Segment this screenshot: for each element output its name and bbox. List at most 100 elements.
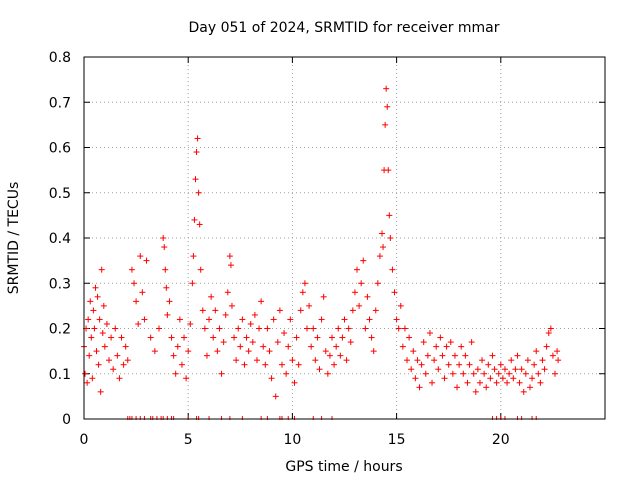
data-point [214, 348, 221, 355]
data-point [196, 221, 203, 228]
data-point [95, 361, 102, 368]
data-point [293, 334, 300, 341]
data-point [447, 339, 454, 346]
data-point [487, 375, 494, 382]
data-point [460, 370, 467, 377]
data-point [92, 284, 99, 291]
data-point [185, 348, 192, 355]
data-point [354, 266, 361, 273]
data-point [520, 388, 527, 395]
data-point [443, 343, 450, 350]
data-point [110, 366, 117, 373]
data-point [190, 253, 197, 260]
data-point [445, 361, 452, 368]
data-point [249, 339, 256, 346]
data-point [406, 334, 413, 341]
data-point [328, 334, 335, 341]
y-tick-label: 0.8 [49, 50, 71, 66]
data-point [362, 325, 369, 332]
data-point [91, 325, 98, 332]
x-tick-label: 20 [492, 432, 510, 448]
data-point [370, 348, 377, 355]
data-point [393, 316, 400, 323]
data-point [212, 307, 219, 314]
data-point [264, 325, 271, 332]
data-point [418, 361, 425, 368]
data-point [82, 370, 89, 377]
data-point [272, 393, 279, 400]
data-point [372, 307, 379, 314]
data-point [468, 339, 475, 346]
data-point [162, 266, 169, 273]
data-point [194, 135, 201, 142]
y-tick-label: 0.4 [49, 231, 71, 247]
data-point [531, 361, 538, 368]
data-point [389, 266, 396, 273]
data-point [120, 361, 127, 368]
data-point [308, 343, 315, 350]
data-point [114, 352, 121, 359]
data-point [397, 302, 404, 309]
data-point [143, 257, 150, 264]
data-point [462, 352, 469, 359]
data-point [231, 334, 238, 341]
data-point [424, 352, 431, 359]
data-point [404, 357, 411, 364]
data-point [314, 334, 321, 341]
data-point [98, 266, 105, 273]
data-point [137, 253, 144, 260]
data-point [539, 357, 546, 364]
data-point [331, 361, 338, 368]
x-tick-label: 0 [80, 432, 89, 448]
data-point [160, 235, 167, 241]
data-point [193, 149, 200, 156]
data-point [131, 280, 138, 287]
data-point [358, 280, 365, 287]
data-point [481, 370, 488, 377]
data-point [514, 352, 521, 359]
data-point [414, 357, 421, 364]
data-point [343, 357, 350, 364]
data-point [164, 311, 171, 318]
data-point [516, 379, 523, 386]
data-points [81, 85, 562, 420]
data-point [391, 289, 398, 296]
data-point [289, 357, 296, 364]
data-point [199, 307, 206, 314]
data-point [253, 357, 260, 364]
data-point [337, 352, 344, 359]
data-point [161, 244, 168, 251]
data-point [335, 325, 342, 332]
data-point [201, 325, 208, 332]
data-point [422, 370, 429, 377]
data-point [518, 366, 525, 373]
data-point [166, 298, 173, 305]
data-point [320, 293, 327, 300]
data-point [156, 325, 163, 332]
data-point [504, 379, 511, 386]
data-point [235, 325, 242, 332]
data-point [299, 289, 306, 296]
plot-frame [83, 56, 606, 420]
data-point [533, 348, 540, 355]
data-point [547, 325, 554, 332]
data-point [108, 334, 115, 341]
data-point [368, 334, 375, 341]
data-point [384, 103, 391, 110]
data-point [84, 379, 91, 386]
data-point [87, 298, 94, 305]
y-tick-label: 0 [62, 412, 71, 428]
data-point [228, 302, 235, 309]
data-point [349, 307, 356, 314]
data-point [466, 361, 473, 368]
data-point [270, 316, 277, 323]
data-point [128, 266, 135, 273]
data-point [464, 379, 471, 386]
data-point [268, 375, 275, 382]
data-point [163, 284, 170, 291]
data-point [401, 325, 408, 332]
data-point [278, 361, 285, 368]
data-point [341, 316, 348, 323]
data-point [197, 266, 204, 273]
data-point [103, 320, 110, 327]
